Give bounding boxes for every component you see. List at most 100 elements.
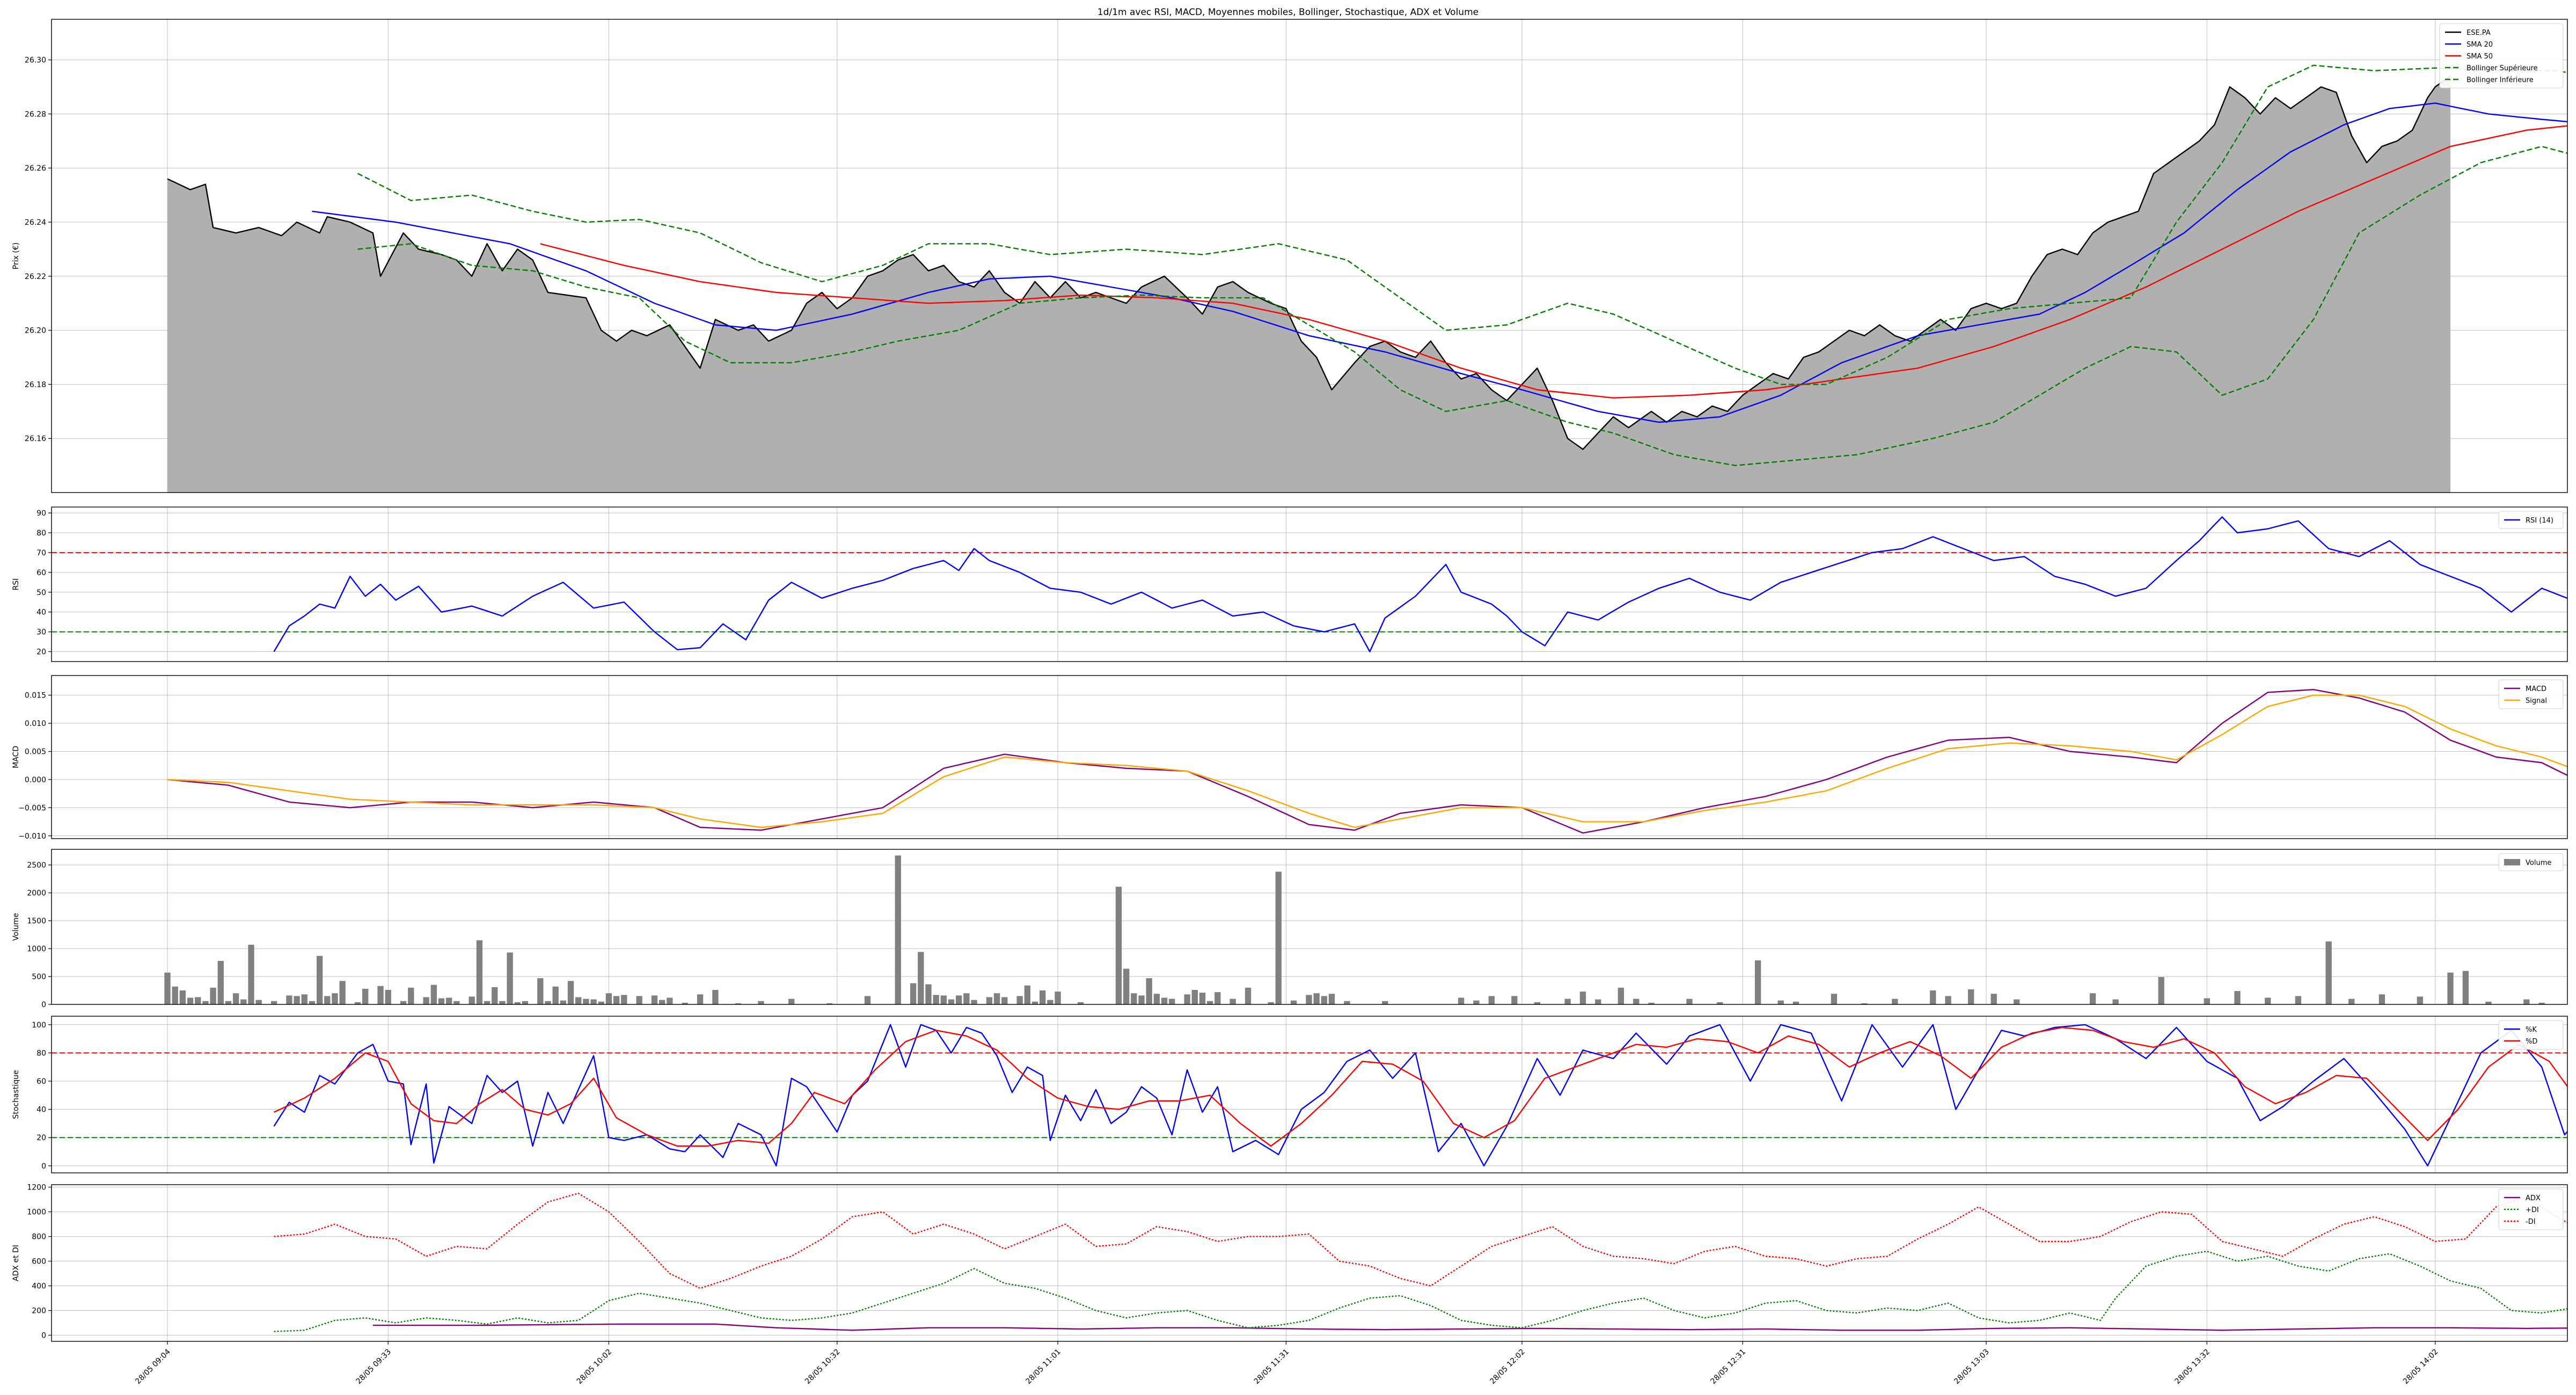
volume-bar bbox=[1792, 1001, 1799, 1004]
volume-bar bbox=[1754, 960, 1761, 1004]
y-tick-label: 26.18 bbox=[25, 380, 46, 389]
panel-macd: −0.010−0.0050.0000.0050.0100.015MACDMACD… bbox=[12, 675, 2568, 841]
y-tick-label: 40 bbox=[36, 1106, 46, 1114]
volume-bar bbox=[1930, 990, 1936, 1004]
y-tick-label: 26.20 bbox=[25, 327, 46, 335]
volume-bar bbox=[2523, 999, 2530, 1004]
y-tick-label: 26.28 bbox=[25, 110, 46, 119]
volume-bar bbox=[484, 1001, 491, 1004]
volume-bar bbox=[339, 981, 346, 1004]
volume-bar bbox=[522, 1001, 529, 1004]
volume-bar bbox=[255, 1000, 262, 1004]
volume-bar bbox=[712, 989, 719, 1004]
y-tick-label: 26.22 bbox=[25, 273, 46, 281]
volume-bar bbox=[940, 995, 947, 1004]
x-tick-label: 28/05 12:31 bbox=[1709, 1348, 1748, 1386]
volume-bar bbox=[2234, 991, 2241, 1004]
volume-bar bbox=[613, 996, 620, 1004]
volume-bar bbox=[2447, 972, 2454, 1004]
legend-box bbox=[2439, 23, 2564, 89]
series-line bbox=[274, 1192, 2567, 1289]
legend: Volume bbox=[2498, 853, 2564, 871]
volume-bar bbox=[476, 940, 483, 1004]
volume-bar bbox=[605, 993, 612, 1004]
volume-bar bbox=[1191, 989, 1198, 1004]
panel-adx: 0 200 400 600 800 1000 1200 ADX et DI ADX +DI -DI bbox=[12, 1184, 2568, 1342]
y-tick-label: 0.010 bbox=[25, 719, 46, 728]
volume-bar bbox=[270, 1001, 277, 1004]
legend-label: %D bbox=[2526, 1038, 2537, 1046]
volume-bar bbox=[2348, 998, 2355, 1004]
volume-bar bbox=[1511, 996, 1518, 1004]
y-tick-label: 2000 bbox=[27, 889, 46, 898]
volume-bar bbox=[1717, 1002, 1723, 1004]
legend-label: ESE.PA bbox=[2467, 29, 2491, 37]
chart-title: 1d/1m avec RSI, MACD, Moyennes mobiles, … bbox=[1097, 7, 1479, 18]
volume-bar bbox=[195, 997, 201, 1004]
y-tick-label: 90 bbox=[36, 509, 46, 518]
volume-bar bbox=[948, 999, 955, 1004]
volume-bar bbox=[1115, 886, 1122, 1004]
y-tick-label: 1000 bbox=[27, 1208, 46, 1217]
legend-label: RSI (14) bbox=[2526, 517, 2553, 525]
y-tick-label: 20 bbox=[36, 648, 46, 657]
legend-box bbox=[2498, 1020, 2564, 1050]
volume-bar bbox=[492, 987, 498, 1004]
volume-bar bbox=[560, 1000, 567, 1004]
volume-bar bbox=[826, 1003, 833, 1004]
volume-bar bbox=[301, 994, 308, 1004]
volume-bar bbox=[2158, 977, 2164, 1004]
volume-bar bbox=[2295, 996, 2302, 1004]
volume-bar bbox=[1648, 1002, 1655, 1004]
volume-bar bbox=[2112, 999, 2119, 1004]
volume-bar bbox=[1245, 987, 1252, 1004]
y-axis-label: Stochastique bbox=[12, 1070, 20, 1119]
legend-label: SMA 20 bbox=[2467, 41, 2493, 49]
volume-bar bbox=[2265, 997, 2271, 1004]
volume-bar bbox=[400, 1001, 407, 1004]
legend-label: Bollinger Supérieure bbox=[2467, 64, 2538, 72]
volume-bar bbox=[1055, 992, 1061, 1004]
volume-bar bbox=[552, 986, 559, 1004]
series-line bbox=[273, 516, 2567, 652]
y-tick-label: −0.005 bbox=[18, 804, 46, 812]
y-tick-label: 50 bbox=[36, 589, 46, 597]
volume-bar bbox=[1031, 1001, 1038, 1004]
volume-bar bbox=[1138, 995, 1145, 1004]
y-axis-label: ADX et DI bbox=[12, 1245, 20, 1281]
panel-stochastic: 0 20 40 60 80 100 Stochastique %K %D bbox=[12, 1016, 2568, 1173]
volume-bar bbox=[1633, 998, 1640, 1004]
volume-bar bbox=[697, 994, 704, 1004]
volume-bar bbox=[1321, 996, 1328, 1004]
legend-box bbox=[2498, 679, 2564, 709]
plot-area bbox=[273, 516, 2567, 652]
volume-bar bbox=[377, 986, 384, 1004]
x-tick-label: 28/05 11:01 bbox=[1024, 1348, 1063, 1386]
volume-bar bbox=[248, 944, 254, 1004]
legend: ESE.PA SMA 20 SMA 50 Bollinger Supérieure Bo… bbox=[2439, 23, 2564, 89]
series-line bbox=[357, 64, 2567, 385]
y-tick-label: 2500 bbox=[27, 861, 46, 870]
volume-bar bbox=[1686, 998, 1693, 1004]
volume-bar bbox=[682, 1002, 688, 1004]
volume-bar bbox=[1153, 994, 1160, 1004]
volume-bar bbox=[895, 855, 901, 1004]
y-tick-label: 800 bbox=[32, 1233, 46, 1242]
volume-bar bbox=[2325, 941, 2332, 1004]
volume-bar bbox=[2014, 999, 2020, 1004]
volume-bar bbox=[933, 995, 939, 1004]
volume-bar bbox=[164, 972, 171, 1004]
y-tick-label: 26.26 bbox=[25, 164, 46, 173]
y-tick-label: 0.000 bbox=[25, 776, 46, 784]
volume-bar bbox=[294, 996, 300, 1004]
plot-area bbox=[273, 1024, 2567, 1166]
y-tick-label: 0 bbox=[41, 1001, 46, 1009]
volume-bar bbox=[910, 983, 917, 1004]
volume-bar bbox=[1016, 996, 1023, 1004]
volume-bar bbox=[210, 987, 216, 1004]
volume-bar bbox=[324, 996, 331, 1004]
series-line bbox=[312, 102, 2567, 423]
volume-bar bbox=[507, 952, 513, 1004]
y-tick-label: 70 bbox=[36, 549, 46, 557]
y-tick-label: 26.16 bbox=[25, 435, 46, 443]
